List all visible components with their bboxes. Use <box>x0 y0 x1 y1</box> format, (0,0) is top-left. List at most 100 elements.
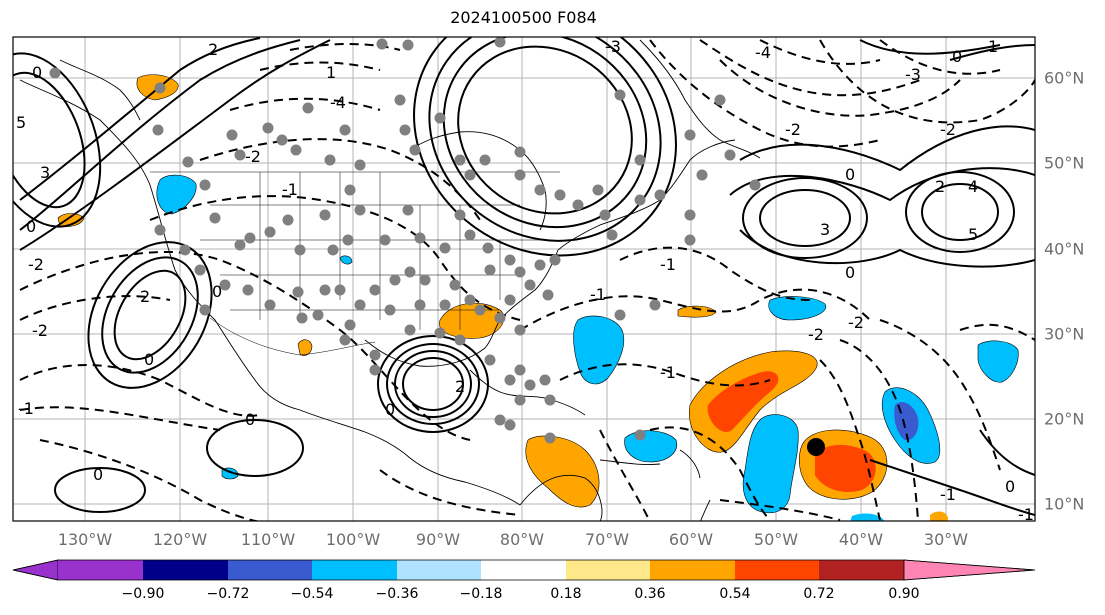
station-dot <box>614 89 626 101</box>
station-dot <box>402 204 414 216</box>
contour-label: -1 <box>1018 505 1034 524</box>
lat-tick-label: 10°N <box>1044 494 1085 514</box>
station-dot <box>454 154 466 166</box>
station-dot <box>439 299 451 311</box>
station-dot <box>342 234 354 246</box>
contour-label: -4 <box>330 93 346 112</box>
station-dot <box>599 209 611 221</box>
contour-label: 2 <box>455 377 465 396</box>
station-dot <box>544 394 556 406</box>
colorbar-segment <box>228 560 312 580</box>
colorbar-outline <box>12 559 1036 581</box>
contour-label: -1 <box>660 363 676 382</box>
lon-tick-label: 30°W <box>923 530 969 549</box>
station-dot <box>344 319 356 331</box>
station-dot <box>504 419 516 431</box>
station-dot <box>49 67 61 79</box>
station-dot <box>339 334 351 346</box>
colorbar-tick-label: −0.18 <box>459 586 503 602</box>
contour-label: 5 <box>968 225 978 244</box>
station-dot <box>439 242 451 254</box>
contour-label: -2 <box>848 313 864 332</box>
colorbar-tick-label: 0.36 <box>634 586 666 602</box>
station-dot <box>354 159 366 171</box>
station-dot <box>282 214 294 226</box>
contour-label: -2 <box>808 325 824 344</box>
political-borders <box>150 171 560 356</box>
station-dot <box>384 304 396 316</box>
colorbar <box>12 559 1036 581</box>
station-dot <box>339 124 351 136</box>
station-dot <box>494 37 506 48</box>
station-dot <box>234 149 246 161</box>
contour-label: -3 <box>905 65 921 84</box>
station-dot <box>544 432 556 444</box>
colorbar-segment <box>819 560 904 580</box>
contour-label: -1 <box>940 485 956 504</box>
station-dot <box>504 294 516 306</box>
station-dot <box>276 134 288 146</box>
colorbar-segment <box>58 560 143 580</box>
station-dot <box>634 194 646 206</box>
contour-label: -1 <box>282 180 298 199</box>
station-dot <box>724 149 736 161</box>
contour-label: 0 <box>32 63 42 82</box>
colorbar-tick-label: −0.36 <box>375 586 419 602</box>
contour-label: -4 <box>755 43 771 62</box>
station-dot <box>234 239 246 251</box>
contour-label: 0 <box>245 410 255 429</box>
station-dot <box>714 94 726 106</box>
station-dot <box>209 212 221 224</box>
station-dot <box>264 299 276 311</box>
contour-label: 0 <box>26 217 36 236</box>
station-dot <box>404 324 416 336</box>
station-dot <box>376 38 388 50</box>
station-dot <box>294 244 306 256</box>
station-dot <box>409 144 421 156</box>
station-dot <box>182 156 194 168</box>
colorbar-tick-label: −0.72 <box>206 586 250 602</box>
map-title: 2024100500 F084 <box>450 8 597 27</box>
station-dot <box>749 179 761 191</box>
station-dot <box>654 189 666 201</box>
station-dot <box>219 279 231 291</box>
station-dot <box>649 299 661 311</box>
colorbar-extend-high <box>903 559 1036 581</box>
station-dot <box>614 309 626 321</box>
station-dot <box>539 374 551 386</box>
station-dot <box>514 169 526 181</box>
station-dot <box>514 266 526 278</box>
contour-label: 3 <box>820 220 830 239</box>
station-dot <box>592 184 604 196</box>
station-dot <box>402 39 414 51</box>
station-dot <box>242 284 254 296</box>
station-dot <box>449 279 461 291</box>
station-dot <box>514 324 526 336</box>
station-dot <box>354 204 366 216</box>
contour-label: -1 <box>590 285 606 304</box>
station-dot <box>399 124 411 136</box>
station-dot <box>504 254 516 266</box>
station-dot <box>484 354 496 366</box>
station-dot <box>554 189 566 201</box>
station-dot <box>312 309 324 321</box>
lon-tick-label: 100°W <box>325 530 381 549</box>
station-dot <box>464 169 476 181</box>
storm-position-marker <box>807 438 825 456</box>
station-dot <box>549 254 561 266</box>
station-dot <box>262 122 274 134</box>
station-dot <box>534 259 546 271</box>
station-dot <box>414 299 426 311</box>
lon-tick-label: 60°W <box>668 530 714 549</box>
station-dot <box>494 414 506 426</box>
contour-label: 4 <box>968 177 978 196</box>
station-dot <box>344 184 356 196</box>
map-frame <box>12 36 1036 522</box>
lat-tick-label: 60°N <box>1044 68 1085 88</box>
lat-tick-label: 50°N <box>1044 153 1085 173</box>
station-markers <box>49 37 761 444</box>
station-dot <box>199 179 211 191</box>
station-dot <box>484 264 496 276</box>
station-dot <box>154 82 166 94</box>
station-dot <box>454 209 466 221</box>
